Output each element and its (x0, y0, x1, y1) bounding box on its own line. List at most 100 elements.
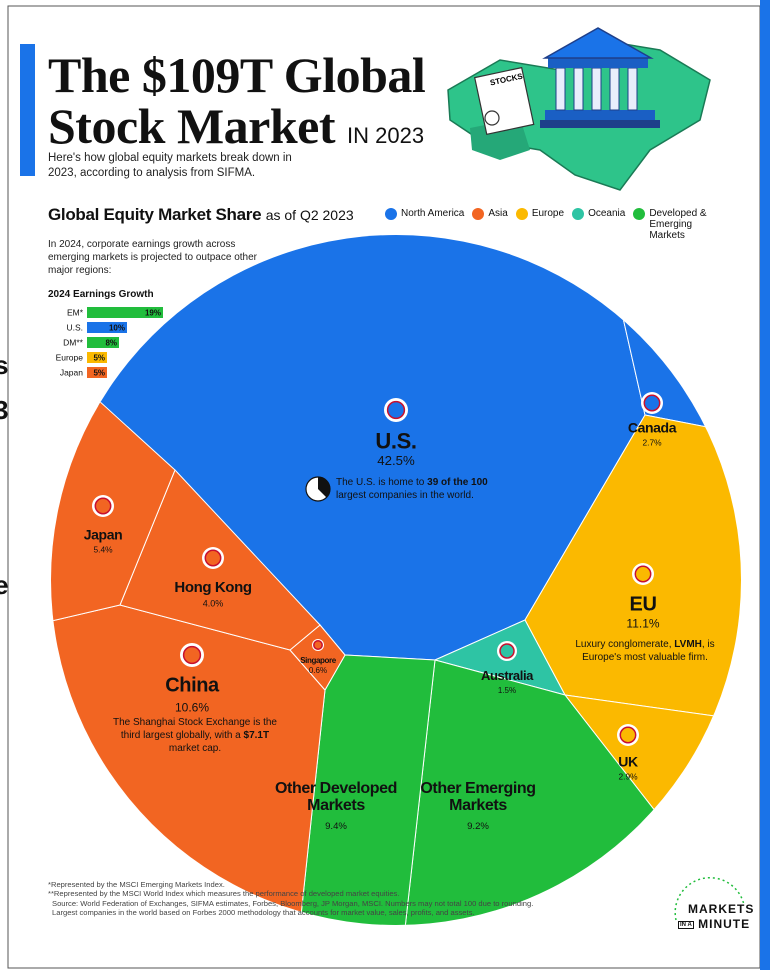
region-value: 2.7% (642, 437, 662, 448)
region-name: Other Developed Markets (274, 780, 398, 814)
title-text: Stock Market (48, 98, 336, 154)
logo-line: IN A MINUTE (678, 917, 750, 931)
flag (499, 643, 515, 659)
legend-swatch (472, 208, 485, 220)
bar-value: 8% (105, 339, 117, 348)
bar-category: Europe (56, 353, 84, 363)
flag (204, 549, 222, 567)
note-part: 39 of the 100 (427, 477, 488, 488)
region-value: 0.6% (308, 665, 328, 675)
region-name: Canada (627, 419, 677, 436)
region-value: 1.5% (497, 685, 517, 695)
legend-label: Asia (488, 208, 508, 219)
flag (94, 497, 112, 515)
region-name: Japan (83, 526, 123, 543)
bar-annotation: In 2024, corporate earnings growth acros… (48, 239, 257, 276)
legend-label: Developed & Emerging Markets (649, 208, 707, 241)
bar (87, 367, 107, 378)
chart-title: Global Equity Market Share (48, 205, 262, 224)
bar-title: 2024 Earnings Growth (48, 289, 154, 300)
region-value: 2.9% (618, 771, 638, 782)
footnote: Source: World Federation of Exchanges, S… (52, 899, 534, 918)
region-note: The Shanghai Stock Exchange is the third… (110, 716, 280, 755)
edge-fragment: e (0, 570, 9, 600)
legend-item: North America (385, 208, 464, 241)
legend-item: Asia (472, 208, 508, 241)
bar-category: Japan (60, 368, 83, 378)
flag (643, 394, 661, 412)
legend-label: Europe (531, 208, 565, 219)
bar-category: U.S. (66, 323, 83, 333)
note-part: $7.1T (243, 730, 270, 741)
bar-value: 10% (109, 324, 125, 333)
title-accent (20, 44, 35, 176)
flag (386, 400, 406, 420)
title: Stock Market IN 2023 (48, 101, 424, 151)
footnote: *Represented by the MSCI Emerging Market… (48, 880, 225, 889)
note-part: The Shanghai Stock Exchange is the third… (113, 717, 277, 741)
legend-label: North America (401, 208, 465, 219)
legend-item: Europe (515, 208, 565, 241)
legend-swatch (633, 208, 646, 220)
bar (87, 307, 163, 318)
flag (313, 640, 323, 650)
edge-bar (760, 0, 770, 970)
region-value: 4.0% (202, 598, 224, 609)
region-name: Australia (480, 668, 534, 684)
logo-mark (674, 876, 745, 921)
note-part: LVMH (674, 639, 702, 650)
bar (87, 352, 107, 363)
region-value: 9.2% (467, 820, 489, 832)
region-value: 5.4% (93, 544, 113, 555)
region-value: 9.4% (325, 820, 347, 832)
legend: North America Asia Europe Oceania Developed … (385, 208, 719, 241)
region-value: 42.5% (377, 453, 415, 469)
note-part: largest companies in the world. (336, 490, 474, 501)
logo-text: MINUTE (698, 917, 751, 931)
region-note: The U.S. is home to 39 of the 100 larges… (336, 476, 496, 502)
flag (619, 726, 637, 744)
region-name: Hong Kong (174, 579, 252, 597)
note-part: The U.S. is home to (336, 477, 428, 488)
bar (87, 337, 119, 348)
bar-value: 5% (93, 369, 105, 378)
flag (182, 645, 202, 665)
region-name: UK (618, 753, 638, 770)
region-name: Singapore (300, 655, 336, 665)
illustration (447, 27, 711, 191)
region-value: 11.1% (626, 616, 660, 631)
bar-category: EM* (67, 308, 84, 318)
edge-fragment: s (0, 350, 9, 380)
chart-subtitle: as of Q2 2023 (265, 207, 354, 223)
legend-label: Oceania (588, 208, 626, 219)
bar-category: DM** (63, 338, 84, 348)
legend-swatch (515, 208, 528, 220)
region-name: Other Emerging Markets (420, 780, 536, 814)
region-name: EU (629, 593, 657, 616)
bar (87, 322, 127, 333)
legend-swatch (385, 208, 397, 220)
legend-item: Oceania (572, 208, 625, 241)
note-part: Luxury conglomerate, (575, 639, 675, 650)
region-name: China (165, 674, 219, 697)
edge-fragment: 3 (0, 395, 9, 425)
region-note: Luxury conglomerate, LVMH, is Europe's m… (560, 638, 730, 664)
companies-icon (305, 476, 331, 502)
region-name: U.S. (375, 428, 417, 454)
bar-value: 5% (93, 354, 105, 363)
region (51, 328, 176, 634)
legend-swatch (572, 208, 585, 220)
note-part: market cap. (168, 743, 222, 754)
title-suffix: IN 2023 (347, 123, 425, 148)
title: The $109T Global (48, 47, 426, 103)
logo-line: MARKETS (688, 902, 755, 916)
chart-heading: Global Equity Market Share as of Q2 2023 (48, 205, 354, 225)
footnote: **Represented by the MSCI World Index wh… (48, 889, 400, 898)
bar-value: 19% (145, 309, 161, 318)
region-value: 10.6% (174, 700, 210, 715)
logo-prefix: IN A (678, 920, 694, 929)
subtitle: Here's how global equity markets break d… (48, 152, 292, 179)
legend-item: Developed & Emerging Markets (633, 208, 719, 241)
